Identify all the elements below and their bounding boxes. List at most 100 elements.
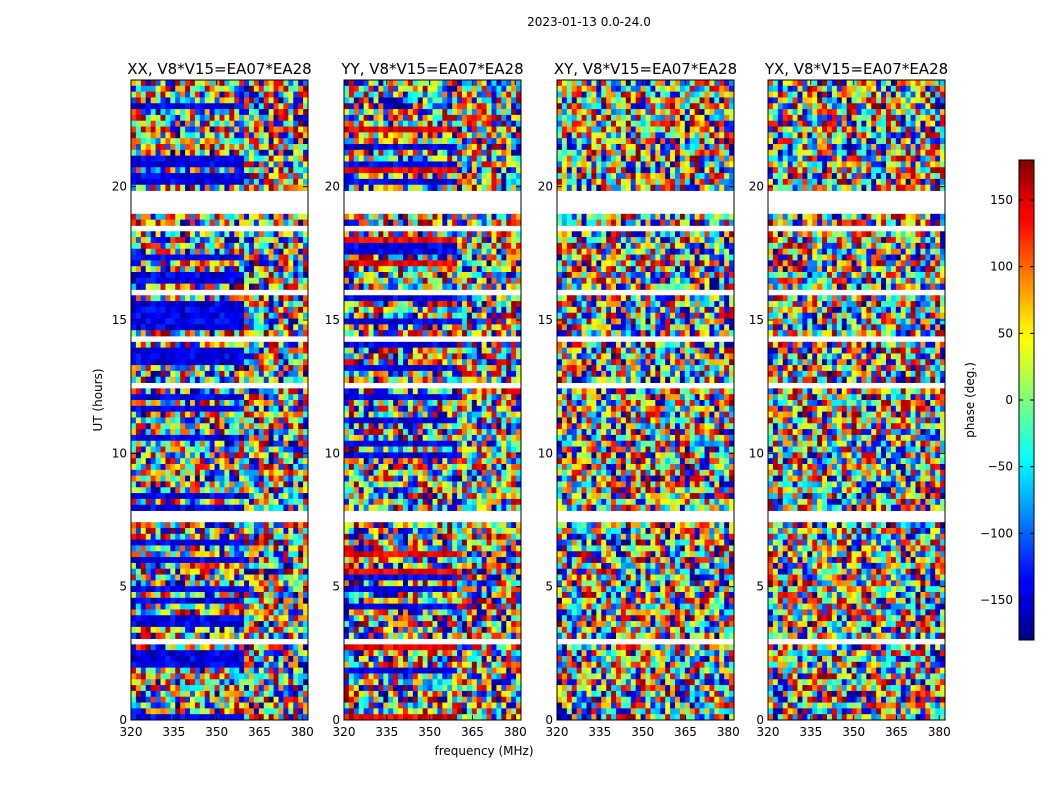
phase-cell bbox=[244, 551, 250, 558]
phase-cell bbox=[344, 219, 350, 226]
phase-cell bbox=[209, 434, 215, 442]
phase-cell bbox=[417, 120, 424, 127]
phase-cell bbox=[471, 149, 478, 157]
phase-cell bbox=[501, 260, 507, 267]
phase-cell bbox=[278, 661, 284, 669]
phase-cell bbox=[185, 173, 191, 180]
phase-cell bbox=[268, 353, 274, 360]
phase-cell bbox=[457, 161, 463, 168]
phase-cell bbox=[219, 429, 225, 436]
phase-cell bbox=[393, 260, 399, 267]
phase-cell bbox=[253, 376, 260, 383]
phase-cell bbox=[253, 277, 260, 285]
phase-cell bbox=[155, 248, 161, 255]
phase-cell bbox=[407, 97, 414, 104]
phase-cell bbox=[353, 277, 360, 285]
phase-cell bbox=[131, 446, 137, 453]
phase-cell bbox=[219, 318, 225, 325]
phase-cell bbox=[229, 539, 235, 546]
phase-cell bbox=[278, 365, 284, 372]
phase-cell bbox=[219, 103, 225, 110]
phase-cell bbox=[511, 85, 517, 93]
phase-cell bbox=[268, 469, 274, 477]
phase-cell bbox=[298, 365, 304, 372]
phase-cell bbox=[283, 312, 289, 319]
phase-cell bbox=[303, 318, 309, 325]
phase-cell bbox=[175, 434, 181, 442]
phase-cell bbox=[393, 324, 399, 331]
phase-cell bbox=[293, 149, 299, 157]
phase-cell bbox=[407, 126, 414, 133]
phase-cell bbox=[298, 266, 304, 273]
phase-cell bbox=[427, 114, 433, 122]
phase-cell bbox=[145, 452, 152, 459]
phase-cell bbox=[298, 394, 304, 401]
phase-cell bbox=[190, 580, 196, 587]
phase-cell bbox=[155, 586, 161, 593]
phase-cell bbox=[150, 126, 156, 133]
phase-cell bbox=[398, 272, 404, 279]
phase-cell bbox=[185, 301, 191, 308]
phase-cell bbox=[185, 452, 191, 459]
phase-cell bbox=[199, 184, 206, 191]
phase-cell bbox=[224, 237, 230, 244]
phase-cell bbox=[293, 138, 299, 145]
phase-cell bbox=[155, 434, 161, 442]
phase-cell bbox=[244, 656, 250, 663]
phase-cell bbox=[135, 312, 142, 319]
phase-cell bbox=[348, 85, 355, 93]
phase-cell bbox=[194, 219, 201, 226]
phase-cell bbox=[244, 85, 250, 93]
phase-cell bbox=[516, 80, 522, 87]
phase-cell bbox=[209, 266, 215, 273]
phase-cell bbox=[442, 103, 448, 110]
phase-cell bbox=[249, 475, 255, 482]
phase-cell bbox=[348, 149, 355, 157]
phase-cell bbox=[263, 388, 270, 395]
phase-cell bbox=[253, 388, 260, 395]
phase-cell bbox=[288, 429, 294, 436]
phase-cell bbox=[229, 434, 235, 442]
phase-cell bbox=[278, 306, 284, 314]
phase-cell bbox=[348, 114, 355, 122]
phase-cell bbox=[353, 295, 360, 302]
phase-cell bbox=[170, 312, 176, 319]
phase-cell bbox=[249, 411, 255, 418]
phase-cell bbox=[437, 120, 443, 127]
phase-cell bbox=[204, 295, 211, 302]
phase-cell bbox=[373, 272, 379, 279]
phase-cell bbox=[165, 301, 171, 308]
phase-cell bbox=[378, 91, 384, 98]
phase-cell bbox=[204, 661, 211, 669]
phase-cell bbox=[244, 702, 250, 709]
phase-cell bbox=[303, 155, 309, 162]
phase-cell bbox=[160, 452, 166, 459]
phase-cell bbox=[194, 126, 201, 133]
phase-cell bbox=[194, 429, 201, 436]
phase-cell bbox=[422, 242, 428, 250]
phase-cell bbox=[140, 452, 147, 459]
phase-cell bbox=[194, 528, 201, 535]
phase-cell bbox=[165, 458, 171, 465]
phase-cell bbox=[155, 167, 161, 174]
phase-cell bbox=[258, 434, 265, 442]
phase-cell bbox=[194, 533, 201, 541]
phase-cell bbox=[155, 260, 161, 267]
phase-cell bbox=[190, 603, 196, 610]
phase-cell bbox=[398, 266, 404, 273]
phase-cell bbox=[155, 277, 161, 285]
phase-cell bbox=[170, 266, 176, 273]
phase-cell bbox=[358, 132, 365, 139]
phase-cell bbox=[298, 528, 304, 535]
phase-cell bbox=[219, 242, 225, 250]
phase-cell bbox=[283, 365, 289, 372]
phase-cell bbox=[194, 318, 201, 325]
phase-cell bbox=[214, 487, 220, 494]
phase-cell bbox=[268, 318, 274, 325]
phase-cell bbox=[501, 184, 507, 191]
phase-cell bbox=[155, 685, 161, 692]
phase-cell bbox=[165, 283, 171, 290]
phase-cell bbox=[140, 318, 147, 325]
phase-cell bbox=[263, 330, 270, 337]
phase-cell bbox=[180, 405, 186, 413]
